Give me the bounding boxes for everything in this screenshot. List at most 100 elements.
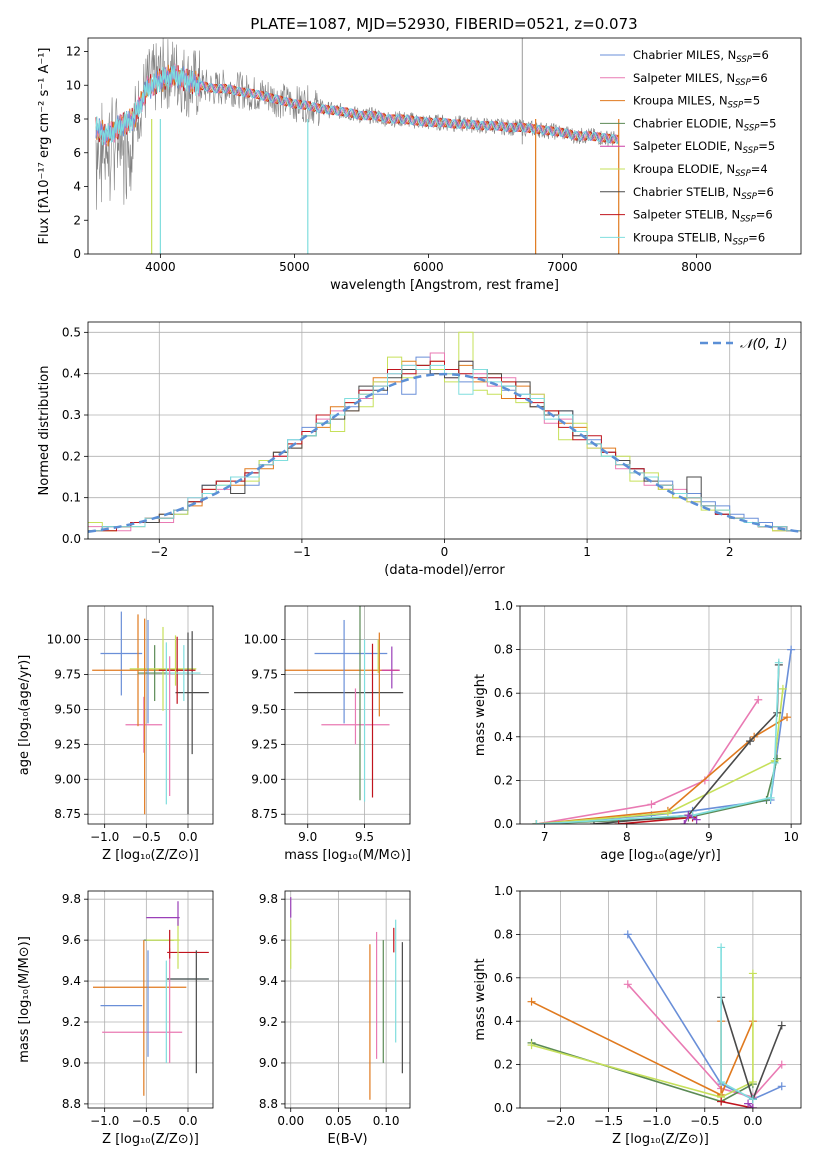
x-tick-label: 6000: [413, 260, 444, 274]
legend-n: 5: [768, 139, 775, 153]
y-tick-label: 0.4: [62, 367, 81, 381]
y-axis-label: mass weight: [473, 674, 488, 756]
gaussian-curve: [88, 372, 801, 534]
legend-label: Kroupa STELIB, NSSP=6: [633, 230, 765, 247]
weight-point-marker: [532, 820, 541, 824]
gaussian-legend-label: 𝒩(0, 1): [740, 337, 787, 352]
legend-label-text: Salpeter MILES, N: [633, 71, 735, 85]
x-tick-label: −0.5: [690, 1114, 719, 1128]
legend-subscript: SSP: [741, 192, 757, 202]
legend-eq: =: [743, 94, 753, 108]
legend-n: 5: [769, 116, 776, 130]
x-tick-label: 10: [783, 830, 798, 844]
x-tick-label: −0.5: [132, 1114, 161, 1128]
x-tick-label: −1.0: [642, 1114, 671, 1128]
x-tick-label: 9: [705, 830, 713, 844]
error-bar-point: [175, 631, 209, 755]
y-tick-label: 10.00: [244, 633, 278, 647]
legend-label-text: Chabrier ELODIE, N: [633, 116, 744, 130]
legend-label: Chabrier MILES, NSSP=6: [633, 48, 769, 65]
y-tick-label: 9.6: [259, 933, 278, 947]
chart-title: PLATE=1087, MJD=52930, FIBERID=0521, z=0…: [250, 15, 637, 33]
x-axis-label: mass [log₁₀(M/M⊙)]: [284, 848, 411, 863]
panel-weight-vs-age: 7 8 9 10 0.0 0.2 0.4 0.6 0.8 1.0 age [log₁₀(age/yr…: [473, 599, 802, 863]
legend-eq: =: [752, 48, 762, 62]
marks: [290, 897, 403, 1100]
weight-point-marker: [717, 1077, 726, 1086]
weight-point-marker: [748, 1104, 757, 1108]
x-axis-label: Z [log₁₀(Z/Z⊙)]: [612, 1132, 709, 1147]
weight-series-line: [593, 664, 780, 824]
model-spectrum-line: [95, 64, 620, 146]
weight-point-marker: [777, 1060, 786, 1069]
legend-label-text: Chabrier MILES, N: [633, 48, 736, 62]
legend-subscript: SSP: [735, 78, 751, 88]
axes-frame: [519, 890, 802, 1109]
panel-residuals: −2 −1 0 1 2 0.0 0.1 0.2 0.3 0.4 0.5 (data-model)/er…: [37, 321, 802, 578]
y-tick-label: 9.8: [62, 892, 81, 906]
legend-label-text: Kroupa ELODIE, N: [633, 162, 735, 176]
legend-label: Kroupa MILES, NSSP=5: [633, 94, 760, 111]
frame: 4000 5000 6000 7000 8000024681012wavelength …: [37, 37, 802, 293]
legend-label: Salpeter ELODIE, NSSP=5: [633, 139, 775, 156]
legend-subscript: SSP: [735, 169, 751, 179]
y-tick-label: 9.50: [251, 702, 278, 716]
y-tick-label: 0.6: [494, 686, 513, 700]
y-tick-label: 0.6: [494, 971, 513, 985]
panel-mass-vs-z: −1.0 −0.5 0.0 8.8 9.0 9.2 9.4 9.6 9.8 Z [log₁₀(Z/…: [17, 890, 214, 1147]
y-tick-label: 9.8: [259, 892, 278, 906]
y-tick-label: 0.4: [494, 1014, 513, 1028]
y-tick-label: 0.0: [494, 1101, 513, 1115]
axes-frame: [519, 605, 802, 825]
y-tick-label: 9.75: [251, 667, 278, 681]
x-tick-label: 8000: [681, 260, 712, 274]
legend-eq: =: [757, 185, 767, 199]
weight-series-line: [627, 933, 783, 1101]
legend-eq: =: [756, 208, 766, 222]
grid: [520, 605, 801, 825]
weight-point-marker: [614, 820, 623, 824]
legend-eq: =: [758, 139, 768, 153]
weight-point-marker: [684, 811, 693, 820]
legend-label-text: Salpeter STELIB, N: [633, 208, 740, 222]
legend-n: 6: [760, 71, 767, 85]
x-axis-label: Z [log₁₀(Z/Z⊙)]: [102, 1132, 199, 1147]
weight-point-marker: [527, 997, 536, 1006]
legend-n: 6: [767, 185, 774, 199]
axes-frame: [87, 321, 802, 540]
weight-point-marker: [774, 658, 783, 667]
legend-eq: =: [751, 71, 761, 85]
weight-series-line: [720, 947, 754, 1101]
marks: [527, 930, 786, 1108]
error-bar-point: [100, 611, 143, 696]
grid: [285, 891, 410, 1108]
y-tick-label: 0: [73, 247, 81, 261]
y-tick-label: 2: [73, 213, 81, 227]
y-tick-label: 6: [73, 146, 81, 160]
y-tick-label: 0.3: [62, 408, 81, 422]
y-tick-label: 8.8: [62, 1097, 81, 1111]
legend-n: 6: [758, 230, 765, 244]
legend-label-text: Salpeter ELODIE, N: [633, 139, 743, 153]
y-axis-label: mass [log₁₀(M/M⊙)]: [17, 936, 32, 1063]
weight-point-marker: [680, 820, 689, 824]
axes-frame: [284, 890, 411, 1109]
frame: 9.0 9.5 8.75 9.00 9.25 9.50 9.75 10.00 mass [log…: [244, 605, 411, 863]
x-tick-label: −2.0: [546, 1114, 575, 1128]
axes-frame: [87, 605, 214, 825]
y-tick-label: 4: [73, 180, 81, 194]
weight-point-marker: [778, 684, 787, 693]
weight-point-marker: [766, 793, 775, 802]
legend-subscript: SSP: [744, 123, 760, 133]
weight-point-marker: [783, 713, 792, 722]
weight-series: [744, 1099, 757, 1108]
y-tick-label: 0.0: [62, 532, 81, 546]
y-tick-label: 8.75: [54, 807, 81, 821]
x-tick-label: 0.10: [373, 1114, 400, 1128]
weight-point-marker: [748, 969, 757, 978]
x-tick-label: −1: [293, 545, 311, 559]
legend-n: 4: [760, 162, 767, 176]
weight-series-line: [747, 1103, 754, 1108]
y-tick-label: 9.50: [54, 702, 81, 716]
